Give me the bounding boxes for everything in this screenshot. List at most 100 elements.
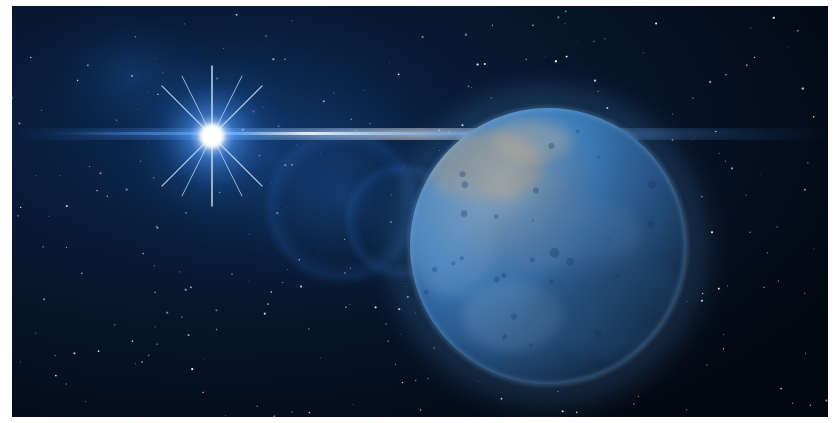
star-dot [273, 415, 276, 417]
star-dot [291, 411, 293, 413]
star-dot [780, 387, 782, 390]
star-dot [156, 343, 158, 345]
star-dot [19, 361, 22, 363]
star-dot [722, 348, 724, 350]
star-dot [320, 357, 322, 359]
star-dot [745, 194, 747, 196]
star-dot [813, 248, 815, 250]
star-dot [633, 403, 635, 405]
star-dot [263, 312, 266, 315]
star-dot [701, 299, 703, 302]
star-dot [745, 64, 748, 67]
star-dot [753, 56, 756, 59]
star-dot [772, 16, 775, 19]
star-dot [387, 340, 390, 342]
star-dot [718, 152, 720, 154]
star-dot [419, 409, 422, 411]
star-dot [59, 175, 61, 177]
star-dot [421, 35, 424, 39]
star-dot [385, 323, 387, 325]
star-dot [191, 367, 194, 371]
star-dot [398, 307, 401, 311]
star-dot [308, 411, 311, 414]
star-dot [476, 63, 479, 66]
star-dot [804, 292, 806, 294]
star-dot [48, 215, 50, 217]
space-scene [12, 6, 828, 417]
star-dot [723, 334, 724, 336]
star-dot [80, 272, 83, 275]
star-dot [776, 226, 778, 228]
star-dot [187, 334, 190, 337]
star-dot [766, 252, 769, 254]
star-dot [637, 395, 640, 397]
star-dot [788, 46, 790, 48]
star-dot [726, 285, 728, 287]
star-dot [692, 97, 694, 99]
star-dot [65, 246, 68, 249]
star-dot [181, 316, 183, 318]
star-dot [702, 292, 704, 295]
star-dot [603, 37, 606, 40]
star-dot [55, 374, 57, 377]
star-dot [691, 139, 693, 140]
star-dot [825, 399, 828, 402]
star-dot [809, 404, 811, 406]
star-dot [812, 115, 815, 118]
star-dot [564, 23, 566, 25]
star-dot [471, 87, 472, 89]
star-dot [483, 63, 486, 65]
star-dot [97, 350, 100, 352]
star-dot [18, 122, 21, 125]
star-dot [16, 214, 19, 217]
star-dot [545, 56, 547, 58]
star-dot [113, 324, 116, 326]
star-dot [749, 231, 751, 233]
star-dot [12, 96, 14, 99]
star-dot [307, 327, 310, 330]
star-dot [415, 379, 417, 382]
star-dot [642, 52, 644, 54]
star-dot [763, 286, 765, 288]
star-dot [557, 16, 560, 19]
star-dot [65, 205, 68, 207]
star-dot [701, 196, 703, 198]
star-dot [717, 287, 720, 290]
star-dot [204, 358, 206, 360]
star-dot [796, 29, 799, 32]
star-dot [593, 79, 597, 82]
star-dot [806, 161, 809, 164]
star-dot [565, 55, 568, 58]
star-dot [532, 24, 534, 27]
star-dot [467, 85, 470, 88]
space-illustration [12, 6, 828, 417]
star-dot [352, 404, 354, 405]
star-dot [710, 231, 714, 234]
star-dot [708, 80, 712, 84]
star-dot [427, 378, 429, 380]
star-dot [215, 328, 218, 331]
star-dot [73, 352, 76, 355]
star-dot [706, 364, 708, 366]
star-dot [131, 340, 134, 343]
star-dot [166, 311, 169, 314]
planet [388, 86, 708, 406]
star-dot [141, 361, 143, 363]
star-dot [686, 409, 688, 411]
star-dot [40, 109, 42, 111]
star-dot [804, 352, 806, 354]
star-dot [724, 160, 726, 162]
star-dot [400, 333, 402, 335]
star-dot [750, 27, 752, 29]
star-dot [154, 291, 156, 294]
star-dot [565, 10, 567, 13]
star-dot [43, 298, 46, 301]
star-dot [655, 22, 658, 25]
star-dot [85, 401, 87, 402]
star-dot [42, 245, 45, 248]
star-dot [597, 90, 600, 93]
star-dot [54, 355, 56, 357]
bright-star [122, 46, 302, 226]
star-dot [792, 402, 794, 404]
